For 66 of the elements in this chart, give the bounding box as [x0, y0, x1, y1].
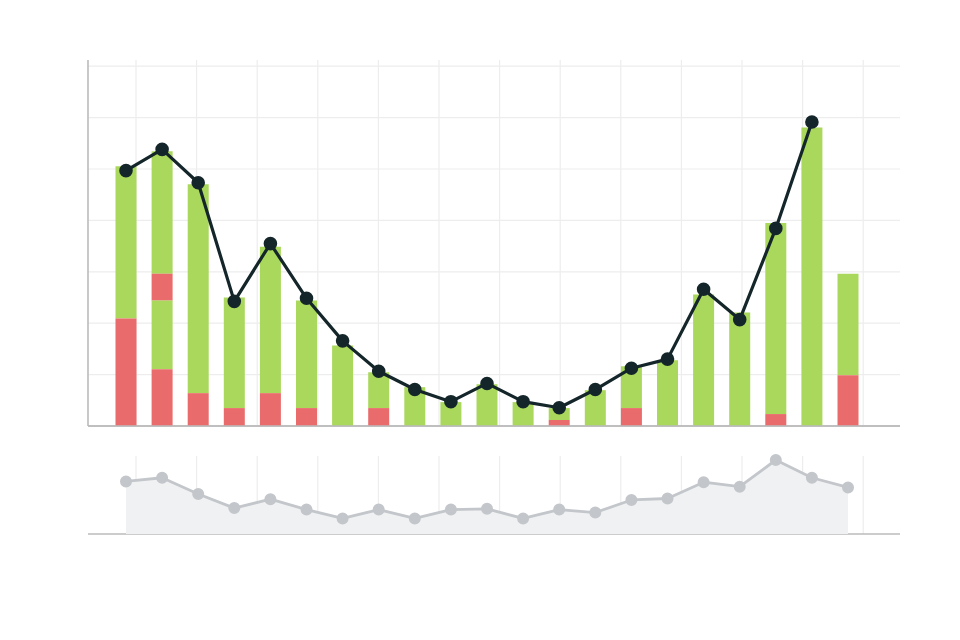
bar	[837, 273, 859, 376]
point	[228, 502, 241, 515]
bar	[151, 273, 173, 301]
point	[299, 291, 314, 306]
bar	[296, 408, 317, 426]
point	[444, 503, 457, 516]
point	[769, 454, 782, 466]
point	[264, 493, 277, 506]
point	[408, 512, 421, 525]
bar	[187, 184, 209, 394]
point	[335, 334, 350, 348]
bar	[765, 222, 787, 415]
bar	[115, 166, 137, 319]
bar	[259, 246, 281, 394]
bar	[837, 375, 859, 426]
bar	[693, 294, 715, 426]
point	[408, 382, 422, 397]
bar	[151, 369, 173, 426]
point	[480, 376, 494, 391]
point	[300, 503, 313, 516]
bar	[801, 127, 823, 426]
bar	[259, 393, 281, 426]
point	[371, 364, 386, 379]
bar	[296, 300, 317, 409]
point	[660, 352, 675, 366]
point	[769, 221, 783, 236]
bar	[151, 151, 173, 274]
point	[192, 488, 205, 501]
bar	[620, 408, 642, 426]
bar	[368, 408, 390, 426]
point	[805, 115, 819, 129]
point	[697, 476, 710, 489]
point	[155, 142, 169, 157]
bar	[332, 345, 354, 426]
point	[552, 400, 567, 415]
point	[227, 294, 242, 309]
point	[696, 282, 711, 296]
point	[481, 502, 494, 515]
point	[156, 471, 169, 484]
point	[444, 394, 458, 409]
point	[119, 163, 133, 178]
point	[625, 493, 638, 506]
point	[263, 236, 278, 251]
point	[733, 480, 746, 493]
point	[191, 175, 205, 190]
bar	[765, 414, 787, 426]
point	[553, 503, 566, 516]
point	[336, 512, 349, 525]
bar	[223, 408, 245, 426]
bar	[223, 297, 245, 409]
point	[517, 512, 530, 525]
bar	[151, 300, 173, 370]
bar	[115, 318, 137, 426]
bar	[729, 312, 751, 426]
point	[516, 394, 530, 409]
point	[372, 503, 385, 516]
point	[805, 471, 818, 484]
bar	[187, 393, 209, 426]
point	[732, 312, 747, 327]
bar	[657, 360, 679, 426]
point	[661, 492, 674, 505]
point	[842, 481, 855, 494]
point	[624, 361, 639, 376]
point	[589, 506, 602, 519]
point	[588, 382, 603, 397]
point	[120, 475, 132, 488]
